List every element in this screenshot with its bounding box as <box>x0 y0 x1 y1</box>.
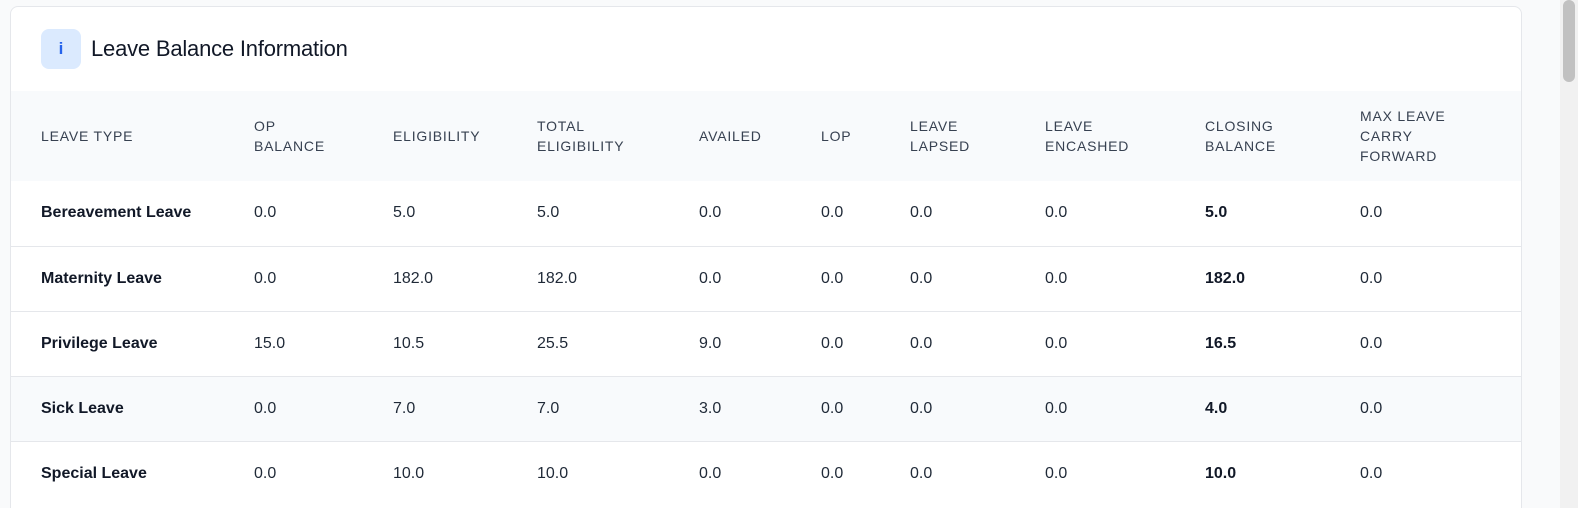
header-op-balance[interactable]: OP BALANCE <box>254 118 325 154</box>
cell-closing-balance: 16.5 <box>1205 334 1237 352</box>
table-row: Bereavement Leave 0.0 5.0 5.0 0.0 0.0 0.… <box>11 181 1521 246</box>
cell-lop: 0.0 <box>821 334 844 352</box>
table-header-row: LEAVE TYPE OP BALANCE ELIGIBILITY TOTAL … <box>11 91 1521 181</box>
cell-closing-balance: 10.0 <box>1205 464 1237 482</box>
header-closing-balance[interactable]: CLOSING BALANCE <box>1205 118 1276 154</box>
table-row: Maternity Leave 0.0 182.0 182.0 0.0 0.0 … <box>11 246 1521 311</box>
cell-leave-encashed: 0.0 <box>1045 399 1068 417</box>
cell-total-eligibility: 5.0 <box>537 204 560 222</box>
cell-max-leave-carry-forward: 0.0 <box>1360 464 1383 482</box>
cell-leave-encashed: 0.0 <box>1045 204 1068 222</box>
cell-leave-type: Sick Leave <box>41 399 124 417</box>
cell-leave-type: Bereavement Leave <box>41 204 192 222</box>
cell-leave-encashed: 0.0 <box>1045 269 1068 287</box>
header-eligibility[interactable]: ELIGIBILITY <box>393 128 481 144</box>
cell-leave-type: Special Leave <box>41 464 147 482</box>
header-total-eligibility[interactable]: TOTAL ELIGIBILITY <box>537 118 625 154</box>
info-icon: i <box>41 29 81 69</box>
leave-balance-table: LEAVE TYPE OP BALANCE ELIGIBILITY TOTAL … <box>11 91 1521 506</box>
cell-total-eligibility: 7.0 <box>537 399 560 417</box>
card-title: Leave Balance Information <box>91 36 348 61</box>
cell-eligibility: 182.0 <box>393 269 434 287</box>
cell-leave-type: Maternity Leave <box>41 269 162 287</box>
cell-op-balance: 0.0 <box>254 464 277 482</box>
cell-leave-lapsed: 0.0 <box>910 464 933 482</box>
cell-lop: 0.0 <box>821 399 844 417</box>
cell-closing-balance: 182.0 <box>1205 269 1246 287</box>
cell-leave-lapsed: 0.0 <box>910 269 933 287</box>
cell-total-eligibility: 25.5 <box>537 334 569 352</box>
cell-eligibility: 10.0 <box>393 464 425 482</box>
cell-max-leave-carry-forward: 0.0 <box>1360 334 1383 352</box>
cell-availed: 0.0 <box>699 204 722 222</box>
cell-lop: 0.0 <box>821 464 844 482</box>
cell-op-balance: 0.0 <box>254 204 277 222</box>
header-leave-lapsed[interactable]: LEAVE LAPSED <box>910 118 971 154</box>
cell-op-balance: 0.0 <box>254 269 277 287</box>
table-row: Sick Leave 0.0 7.0 7.0 3.0 0.0 0.0 0.0 4… <box>11 376 1521 441</box>
leave-balance-card: i Leave Balance Information LEAVE TYPE <box>10 6 1522 508</box>
header-lop[interactable]: LOP <box>821 128 852 144</box>
cell-leave-encashed: 0.0 <box>1045 334 1068 352</box>
header-leave-encashed[interactable]: LEAVE ENCASHED <box>1045 118 1130 154</box>
cell-lop: 0.0 <box>821 269 844 287</box>
cell-availed: 9.0 <box>699 334 722 352</box>
vertical-scrollbar[interactable] <box>1560 0 1578 508</box>
table-row: Special Leave 0.0 10.0 10.0 0.0 0.0 0.0 … <box>11 441 1521 506</box>
header-max-leave-carry-forward[interactable]: MAX LEAVE CARRY FORWARD <box>1360 108 1446 164</box>
cell-closing-balance: 4.0 <box>1205 399 1228 417</box>
cell-lop: 0.0 <box>821 204 844 222</box>
cell-eligibility: 10.5 <box>393 334 425 352</box>
cell-availed: 3.0 <box>699 399 722 417</box>
cell-leave-lapsed: 0.0 <box>910 399 933 417</box>
cell-closing-balance: 5.0 <box>1205 204 1228 222</box>
cell-availed: 0.0 <box>699 464 722 482</box>
table-row: Privilege Leave 15.0 10.5 25.5 9.0 0.0 0… <box>11 311 1521 376</box>
cell-total-eligibility: 10.0 <box>537 464 569 482</box>
cell-max-leave-carry-forward: 0.0 <box>1360 204 1383 222</box>
info-icon-glyph: i <box>58 39 64 58</box>
scrollbar-thumb[interactable] <box>1563 0 1575 82</box>
cell-op-balance: 15.0 <box>254 334 286 352</box>
cell-leave-lapsed: 0.0 <box>910 334 933 352</box>
header-leave-type[interactable]: LEAVE TYPE <box>41 128 134 144</box>
card-header: i Leave Balance Information <box>11 7 1521 91</box>
cell-leave-type: Privilege Leave <box>41 334 158 352</box>
cell-availed: 0.0 <box>699 269 722 287</box>
cell-leave-lapsed: 0.0 <box>910 204 933 222</box>
cell-max-leave-carry-forward: 0.0 <box>1360 399 1383 417</box>
cell-eligibility: 5.0 <box>393 204 416 222</box>
cell-leave-encashed: 0.0 <box>1045 464 1068 482</box>
cell-op-balance: 0.0 <box>254 399 277 417</box>
cell-total-eligibility: 182.0 <box>537 269 578 287</box>
cell-eligibility: 7.0 <box>393 399 416 417</box>
cell-max-leave-carry-forward: 0.0 <box>1360 269 1383 287</box>
header-availed[interactable]: AVAILED <box>699 128 762 144</box>
